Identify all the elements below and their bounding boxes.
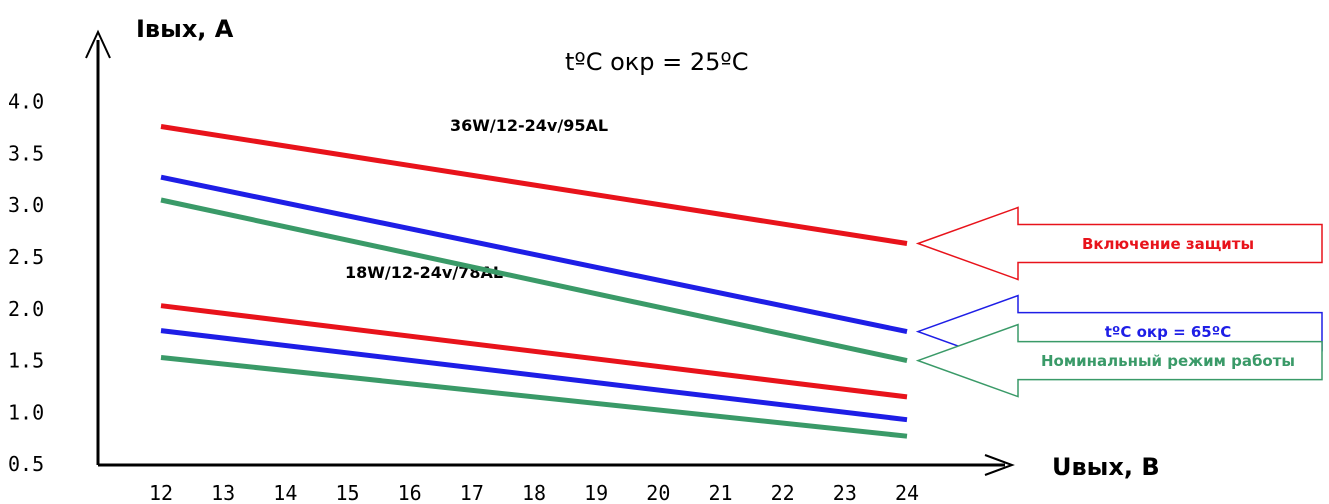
x-tick-label: 19 (584, 481, 608, 504)
legend: Включение защиты tºC окр = 65ºC Номинальны… (915, 206, 1323, 398)
x-tick-label: 15 (335, 481, 359, 504)
x-tick-label: 17 (460, 481, 484, 504)
x-tick-labels: 12 13 14 15 16 17 18 19 20 21 22 23 24 (149, 481, 919, 504)
series-line (160, 124, 908, 246)
x-tick-label: 23 (833, 481, 857, 504)
annotation-ambient-temp: tºC окр = 25ºC (565, 48, 749, 76)
x-tick-label: 14 (273, 481, 297, 504)
y-tick-labels: 4.0 3.5 3.0 2.5 2.0 1.5 1.0 0.5 (8, 90, 44, 477)
x-tick-label: 13 (211, 481, 235, 504)
series-line (160, 303, 908, 400)
y-tick-label: 3.5 (8, 141, 44, 165)
y-tick-label: 4.0 (8, 90, 44, 114)
series-line (160, 174, 908, 335)
x-tick-label: 21 (708, 481, 732, 504)
series-line (160, 355, 908, 439)
legend-arrow (915, 206, 1323, 281)
y-tick-label: 2.5 (8, 245, 44, 269)
group-label-18w: 18W/12-24v/78AL (345, 263, 503, 282)
y-tick-label: 3.0 (8, 193, 44, 217)
x-tick-label: 20 (646, 481, 670, 504)
series-line (160, 328, 908, 423)
series-lines (160, 124, 908, 439)
y-axis-title: Iвых, А (136, 15, 234, 43)
y-tick-label: 0.5 (8, 452, 44, 476)
axes (85, 29, 1015, 476)
x-axis-title: Uвых, В (1052, 453, 1160, 481)
legend-label: tºC окр = 65ºC (1105, 323, 1231, 341)
series-line (160, 197, 908, 364)
legend-label: Включение защиты (1082, 235, 1254, 253)
y-tick-label: 1.5 (8, 349, 44, 373)
y-axis-arrow (85, 29, 111, 59)
legend-arrow (915, 323, 1323, 398)
x-tick-label: 22 (771, 481, 795, 504)
legend-label: Номинальный режим работы (1041, 352, 1295, 370)
x-tick-label: 18 (522, 481, 546, 504)
y-tick-label: 1.0 (8, 400, 44, 424)
x-tick-label: 24 (895, 481, 919, 504)
x-axis-arrow (984, 454, 1015, 476)
x-tick-label: 16 (398, 481, 422, 504)
x-tick-label: 12 (149, 481, 173, 504)
group-label-36w: 36W/12-24v/95AL (450, 116, 608, 135)
y-tick-label: 2.0 (8, 297, 44, 321)
